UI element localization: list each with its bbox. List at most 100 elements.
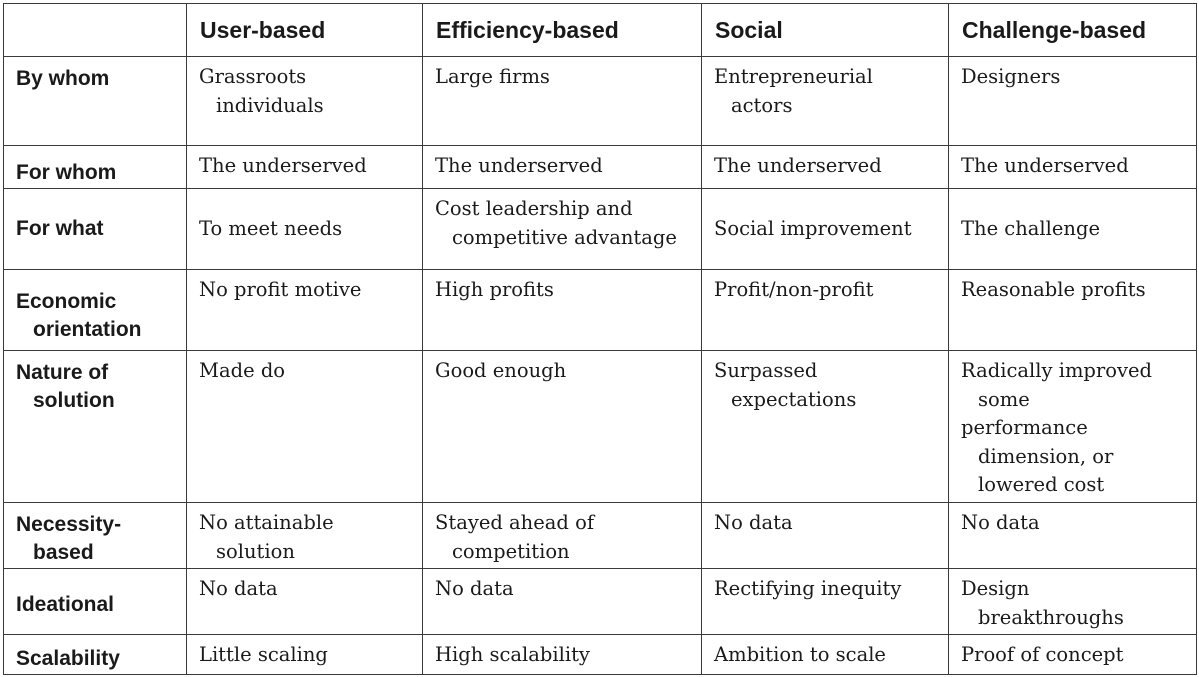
cell-line: Stayed ahead of xyxy=(435,511,595,534)
table-cell: High profits xyxy=(422,269,702,351)
table-cell: Grassroots individuals xyxy=(186,56,423,146)
table-row: Ideational No data No data Rectifying in… xyxy=(3,568,1197,635)
cell-line: Cost leadership and xyxy=(435,197,633,220)
table-cell: Stayed ahead of competition xyxy=(422,502,702,569)
row-label-line: orientation xyxy=(33,318,142,341)
table-cell: The underserved xyxy=(701,145,949,189)
row-label-necessity-based: Necessity- based xyxy=(3,502,187,569)
table-row: Economic orientation No profit motive Hi… xyxy=(3,269,1197,351)
cell-line: Social improvement xyxy=(714,216,912,240)
cell-line: To meet needs xyxy=(199,216,343,240)
cell-line: Profit/non-profit xyxy=(714,278,874,301)
row-label-line: By whom xyxy=(16,67,110,90)
cell-line: No attainable xyxy=(199,511,334,534)
cell-line: solution xyxy=(216,539,295,563)
row-label-line: Necessity- xyxy=(16,513,122,536)
table-cell: Designers xyxy=(948,56,1197,146)
table-cell: High scalability xyxy=(422,634,702,675)
table-cell: Good enough xyxy=(422,350,702,503)
row-label-line: Ideational xyxy=(16,593,115,616)
cell-line: The underserved xyxy=(435,154,603,177)
row-label-line: For whom xyxy=(16,161,117,184)
header-row: User-based Efficiency-based Social Chall… xyxy=(3,3,1197,57)
cell-line: competitive advantage xyxy=(452,225,677,249)
cell-line: Little scaling xyxy=(199,643,328,666)
cell-line: No profit motive xyxy=(199,278,362,301)
table-cell: Radically improved some performance dime… xyxy=(948,350,1197,503)
table-cell: Large firms xyxy=(422,56,702,146)
header-social: Social xyxy=(701,3,949,57)
row-label-line: solution xyxy=(33,389,115,412)
cell-line: Rectifying inequity xyxy=(714,577,902,600)
table-row: For what To meet needs Cost leadership a… xyxy=(3,188,1197,270)
table-cell: The underserved xyxy=(422,145,702,189)
table-cell: No attainable solution xyxy=(186,502,423,569)
cell-line: The underserved xyxy=(714,154,882,177)
cell-line: No data xyxy=(199,577,278,600)
row-label-nature-of-solution: Nature of solution xyxy=(3,350,187,503)
table-cell: Ambition to scale xyxy=(701,634,949,675)
header-corner xyxy=(3,3,187,57)
row-label-ideational: Ideational xyxy=(3,568,187,635)
cell-line: The underserved xyxy=(199,154,367,177)
comparison-table: User-based Efficiency-based Social Chall… xyxy=(3,3,1197,675)
row-label-scalability: Scalability xyxy=(3,634,187,675)
table-cell: The challenge xyxy=(948,188,1197,270)
cell-line: breakthroughs xyxy=(978,605,1124,629)
cell-line: The challenge xyxy=(961,216,1101,240)
cell-line: competition xyxy=(452,539,570,563)
cell-line: Designers xyxy=(961,65,1061,88)
cell-line: Surpassed xyxy=(714,359,818,382)
table-cell: No data xyxy=(422,568,702,635)
header-user-based: User-based xyxy=(186,3,423,57)
cell-line: Reasonable profits xyxy=(961,278,1146,301)
table-cell: No data xyxy=(701,502,949,569)
row-label-for-what: For what xyxy=(3,188,187,270)
cell-line: Good enough xyxy=(435,359,567,382)
cell-line: Radically improved xyxy=(961,359,1153,382)
table-cell: Profit/non-profit xyxy=(701,269,949,351)
table-cell: No data xyxy=(186,568,423,635)
table-cell: To meet needs xyxy=(186,188,423,270)
cell-line: High scalability xyxy=(435,643,590,666)
table-row: For whom The underserved The underserved… xyxy=(3,145,1197,189)
table-cell: Proof of concept xyxy=(948,634,1197,675)
table-row: Necessity- based No attainable solution … xyxy=(3,502,1197,569)
table-cell: No data xyxy=(948,502,1197,569)
cell-line: The underserved xyxy=(961,154,1129,177)
table-cell: Rectifying inequity xyxy=(701,568,949,635)
row-label-economic-orientation: Economic orientation xyxy=(3,269,187,351)
table-cell: Design breakthroughs xyxy=(948,568,1197,635)
cell-line: No data xyxy=(961,511,1040,534)
table-cell: No profit motive xyxy=(186,269,423,351)
cell-line: Proof of concept xyxy=(961,643,1124,666)
row-label-line: based xyxy=(33,541,94,564)
table-cell: Social improvement xyxy=(701,188,949,270)
cell-line: Large firms xyxy=(435,65,550,88)
cell-line: Ambition to scale xyxy=(714,643,886,666)
cell-line: Grassroots xyxy=(199,65,307,88)
header-challenge-based: Challenge-based xyxy=(948,3,1197,57)
cell-line: High profits xyxy=(435,278,554,301)
cell-line: some xyxy=(978,387,1030,411)
row-label-line: For what xyxy=(16,217,104,240)
row-label-line: Nature of xyxy=(16,361,109,384)
cell-line: Made do xyxy=(199,359,286,382)
table-cell: Reasonable profits xyxy=(948,269,1197,351)
table-row: Nature of solution Made do Good enough S… xyxy=(3,350,1197,503)
table-cell: Cost leadership and competitive advantag… xyxy=(422,188,702,270)
cell-line: dimension, or xyxy=(978,444,1114,468)
cell-line: individuals xyxy=(216,93,324,117)
table-cell: Little scaling xyxy=(186,634,423,675)
cell-line: No data xyxy=(435,577,514,600)
cell-line: expectations xyxy=(731,387,857,411)
table-cell: The underserved xyxy=(186,145,423,189)
table-row: Scalability Little scaling High scalabil… xyxy=(3,634,1197,675)
header-efficiency-based: Efficiency-based xyxy=(422,3,702,57)
table-row: By whom Grassroots individuals Large fir… xyxy=(3,56,1197,146)
cell-line: No data xyxy=(714,511,793,534)
row-label-line: Economic xyxy=(16,290,117,313)
row-label-for-whom: For whom xyxy=(3,145,187,189)
cell-line: lowered cost xyxy=(978,473,1105,497)
row-label-line: Scalability xyxy=(16,647,120,670)
